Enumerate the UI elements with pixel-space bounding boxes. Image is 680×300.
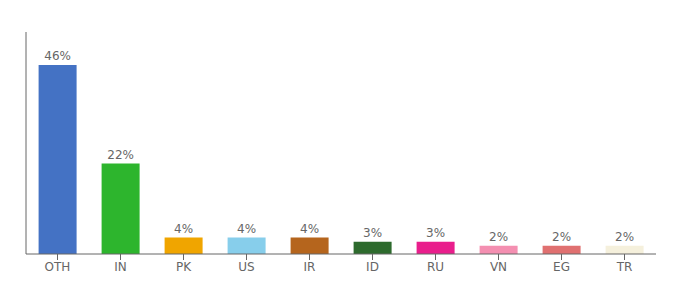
svg-text:RU: RU	[427, 260, 444, 274]
svg-text:ID: ID	[366, 260, 379, 274]
svg-text:VN: VN	[490, 260, 507, 274]
svg-text:TR: TR	[616, 260, 633, 274]
svg-text:4%: 4%	[237, 222, 256, 236]
svg-text:2%: 2%	[489, 230, 508, 244]
svg-text:46%: 46%	[44, 49, 71, 63]
svg-text:EG: EG	[553, 260, 570, 274]
svg-text:PK: PK	[176, 260, 192, 274]
svg-text:2%: 2%	[615, 230, 634, 244]
svg-text:IN: IN	[114, 260, 127, 274]
svg-text:3%: 3%	[426, 226, 445, 240]
svg-text:22%: 22%	[107, 148, 134, 162]
svg-text:4%: 4%	[174, 222, 193, 236]
svg-text:OTH: OTH	[45, 260, 71, 274]
svg-text:US: US	[238, 260, 254, 274]
svg-text:4%: 4%	[300, 222, 319, 236]
svg-text:IR: IR	[304, 260, 316, 274]
svg-text:3%: 3%	[363, 226, 382, 240]
svg-text:2%: 2%	[552, 230, 571, 244]
